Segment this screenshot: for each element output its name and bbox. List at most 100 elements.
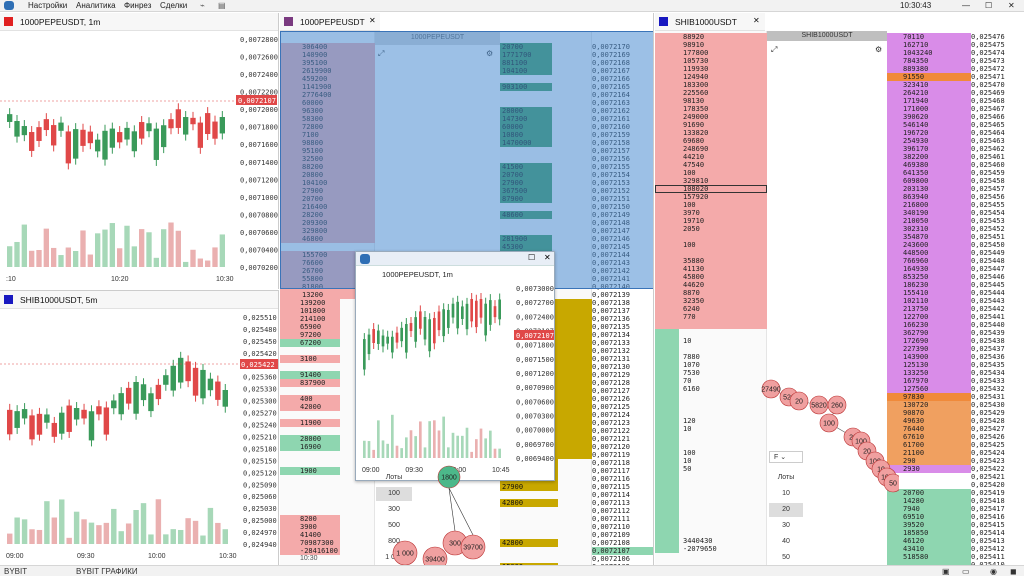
window-icon[interactable]: ▭ [962,567,970,576]
filter-dropdown[interactable]: F ⌄ [769,451,803,463]
lot-option[interactable]: 500 [388,522,400,529]
price-level: 0,025443 [971,297,1005,305]
close-window-button[interactable]: ✕ [1008,1,1015,10]
ask-volume-value: 69680 [683,137,705,145]
volume-bar [36,249,42,267]
volume-bar [170,529,176,544]
right-volume-value: 196720 [903,129,929,137]
left-volume-value: 65900 [300,323,322,331]
right-volume-bar [887,441,971,449]
shib-dom-tab[interactable]: SHIB1000USDT ✕ [655,13,765,31]
price-level: 0,025465 [971,121,1005,129]
floating-titlebar[interactable] [356,252,554,266]
floating-chart-plot[interactable]: 0,0073000 0,0072700 0,0072400 0,0072107 0,00… [356,280,555,480]
lot-option[interactable]: 40 [782,538,790,545]
right-volume-bar [887,273,971,281]
left-volume-value: 3900 [300,523,317,531]
left-volume-bar [280,299,340,307]
left-volume-bar [280,467,340,475]
price-level: 0,0072133 [592,339,630,347]
exchange-label[interactable]: BYBIT [4,567,28,576]
close-icon[interactable]: ✕ [369,16,376,25]
volume-bar [96,525,102,544]
sound-icon[interactable]: ◉ [990,567,997,576]
shib-dom-panel: SHIB1000USDT ✕ SHIB1000USDT ⤢ ⚙ 88920 98910 1… [655,13,1024,565]
left-volume-value: 67200 [300,339,322,347]
close-icon[interactable]: ✕ [544,253,551,262]
volume-bar [190,249,196,267]
chart-pepe-plot[interactable]: 0,00728000,00726000,00724000,00722000,00… [0,31,279,289]
price-level: 0,025471 [971,73,1005,81]
dom-header: SHIB1000USDT [767,31,887,41]
volume-bar [222,529,228,544]
price-level: 0,025445 [971,281,1005,289]
candle-body [498,299,501,320]
ask-volume-bar [655,185,767,193]
right-volume-value: 382200 [903,153,929,161]
volume-bar [386,443,389,458]
right-volume-bar [887,33,971,41]
exchange-charts-label[interactable]: BYBIT ГРАФИКИ [76,567,138,576]
price-level: 0,0072122 [592,427,630,435]
right-volume-value: 1043240 [903,49,933,57]
floating-chart-window[interactable]: ☐ ✕ 1000PEPEUSDT, 1m 0,0073000 0,0072700 0,00… [355,251,555,481]
right-volume-value: 97830 [903,393,925,401]
mid-volume-bar [555,379,592,387]
minimize-window-button[interactable]: — [962,1,970,10]
alert-icon[interactable]: ◼ [1010,567,1017,576]
scale-icon[interactable]: ⤢ [771,45,778,54]
gear-icon[interactable]: ⚙ [875,45,883,54]
menu-deals[interactable]: Сделки [160,1,188,10]
ask-volume-bar [655,105,767,113]
right-volume-value: 254930 [903,137,929,145]
menu-settings[interactable]: Настройки [28,1,68,10]
chart-pepe-panel: 1000PEPEUSDT, 1m 0,0072800 0,0072600 0,007… [0,13,279,289]
lot-option[interactable]: 50 [782,554,790,561]
lot-option[interactable]: 30 [782,522,790,529]
left-volume-value: 70987300 [300,539,334,547]
price-level: 0,0072109 [592,531,630,539]
ask-volume-bar [655,57,767,65]
right-volume-value: 863940 [903,193,929,201]
candle-body [200,369,206,399]
price-tick-label: 0,0072700 [516,299,554,307]
price-level: 0,0072110 [592,523,630,531]
lot-option[interactable]: 100 [376,487,412,501]
lot-option[interactable]: 300 [388,506,400,513]
mute-icon[interactable]: ⌁ [200,1,205,10]
maximize-window-button[interactable]: ☐ [985,1,993,10]
lot-option[interactable]: 20 [769,503,803,517]
pepe-dom-tab[interactable]: 1000PEPEUSDT ✕ [280,13,380,31]
bid-volume-bar [655,361,679,369]
ask-volume-value: -2079650 [683,545,717,553]
maximize-icon[interactable]: ☐ [528,253,536,262]
volume-bar [148,534,154,544]
mid-volume-bar [555,347,592,355]
price-tick-label: 0,0071600 [240,141,278,149]
price-tick-label: 0,0072200 [240,89,278,97]
ask-volume-value: 10 [683,457,692,465]
right-volume-value: 166230 [903,321,929,329]
news-icon[interactable]: ▤ [218,1,226,10]
volume-bar [51,517,58,544]
app-logo-icon[interactable] [4,1,14,10]
trade-bubbles: 2749052020582026010020100201001010050 [761,379,899,493]
volume-bar [185,518,191,544]
volume-bar [423,447,427,458]
lot-option[interactable]: 800 [388,538,400,545]
lot-option[interactable]: 10 [782,490,790,497]
right-volume-bar [887,169,971,177]
close-icon[interactable]: ✕ [753,16,760,25]
menu-finrez[interactable]: Финрез [124,1,152,10]
left-volume-bar [280,355,340,363]
pepe-orderbook[interactable]: 1000PEPEUSDT⤢⚙306400207000,0072170140900… [280,31,653,565]
right-volume-value: 396170 [903,145,929,153]
shib-orderbook[interactable]: SHIB1000USDT ⤢ ⚙ 88920 98910 177800 105730 1199… [655,31,1024,565]
layout-icon[interactable]: ▣ [942,567,950,576]
menu-analytics[interactable]: Аналитика [76,1,116,10]
right-volume-value: 43410 [903,545,925,553]
right-volume-value: 518580 [903,553,929,561]
chart-shib-plot[interactable]: 0,0255100,0254800,0254500,0254200,025390… [0,309,279,565]
time-tick-label: 10:20 [111,276,129,283]
volume-bar [131,246,137,267]
